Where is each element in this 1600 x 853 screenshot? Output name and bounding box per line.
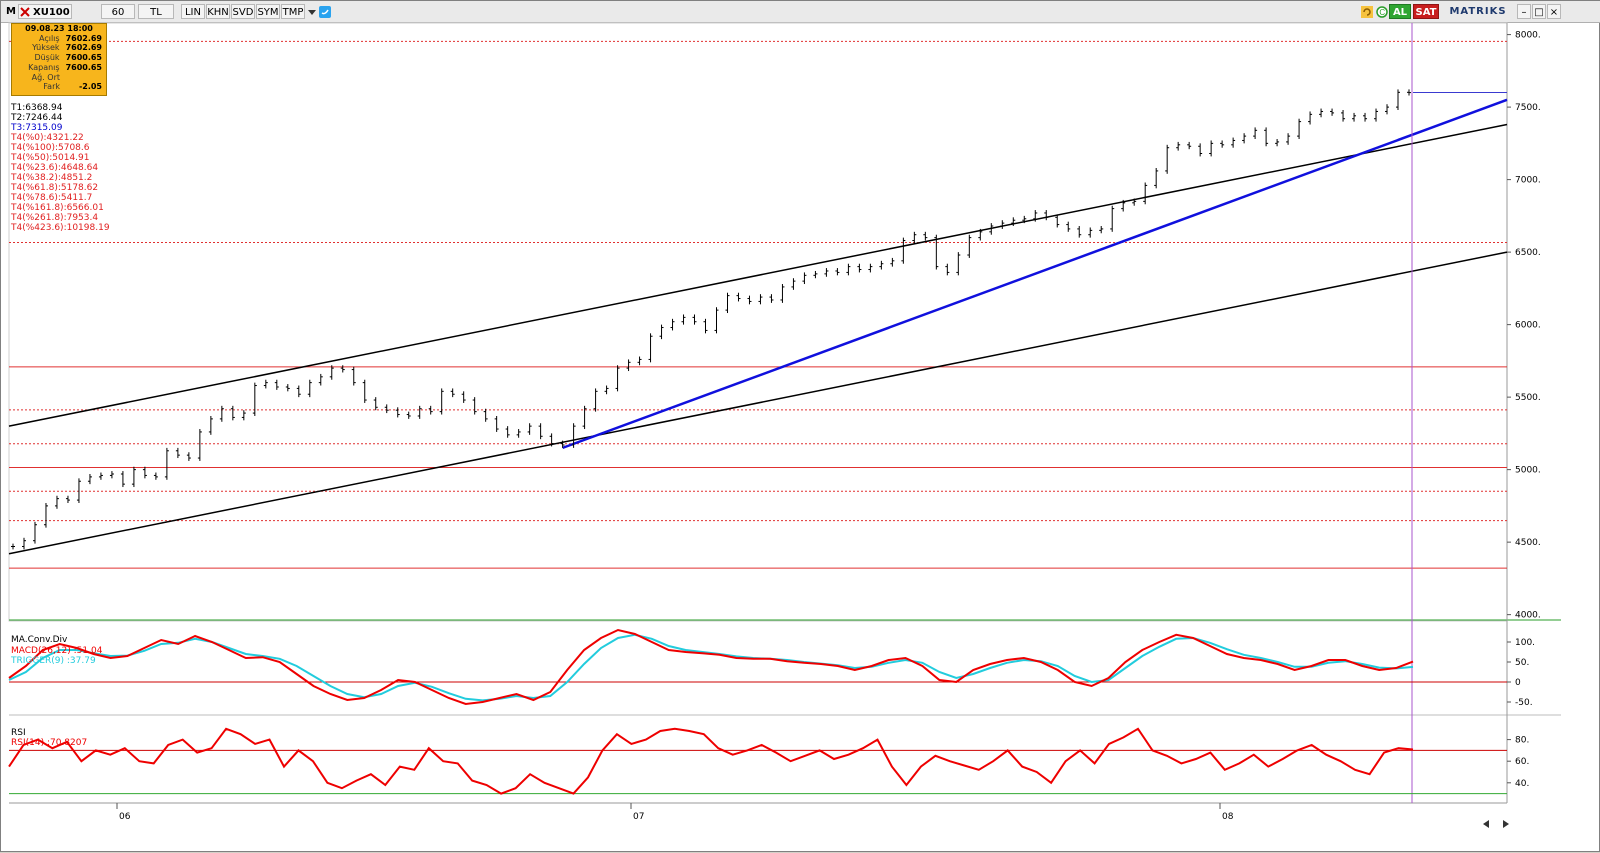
info-row-open: Açılış 7602.69 bbox=[12, 34, 106, 44]
target-level-label: T4(%161.8):6566.01 bbox=[11, 203, 104, 213]
buy-button[interactable]: AL bbox=[1389, 4, 1411, 19]
info-row-diff: Fark -2.05 bbox=[12, 82, 106, 92]
tmp-button[interactable]: TMP bbox=[281, 4, 305, 19]
y-tick-label: 6000. bbox=[1515, 321, 1541, 331]
info-row-close: Kapanış 7600.65 bbox=[12, 63, 106, 73]
target-level-label: T4(%78.6):5411.7 bbox=[11, 193, 93, 203]
info-row-avg: Ağ. Ort bbox=[12, 73, 106, 83]
maximize-icon[interactable]: □ bbox=[1532, 4, 1546, 19]
info-value: 7602.69 bbox=[65, 33, 102, 43]
refresh-icon[interactable] bbox=[1361, 6, 1373, 18]
x-tick-label: 07 bbox=[633, 812, 644, 822]
twitter-icon[interactable] bbox=[319, 6, 331, 18]
dropdown-icon[interactable] bbox=[307, 7, 317, 17]
target-level-label: T4(%50):5014.91 bbox=[11, 153, 90, 163]
y-tick-label: 4000. bbox=[1515, 611, 1541, 621]
y-tick-label: 0 bbox=[1515, 678, 1521, 688]
y-tick-label: -50. bbox=[1515, 698, 1533, 708]
target-level-label: T4(%61.8):5178.62 bbox=[11, 183, 99, 193]
x-tick-label: 06 bbox=[119, 812, 131, 822]
macd-series-label: MACD(26,12) :51.04 bbox=[11, 646, 103, 656]
info-label: Açılış bbox=[38, 33, 60, 43]
toolbar: M XU100 60 TL LIN KHN SVD SYM TMP C AL S… bbox=[1, 1, 1600, 23]
sym-button[interactable]: SYM bbox=[256, 4, 280, 19]
lin-button[interactable]: LIN bbox=[181, 4, 205, 19]
info-label: Yüksek bbox=[32, 43, 60, 53]
target-level-label: T4(%0):4321.22 bbox=[11, 133, 84, 143]
target-level-label: T2:7246.44 bbox=[11, 113, 63, 123]
symbol-cross-icon bbox=[20, 7, 30, 17]
ohlc-info-box: 09.08.23 18:00 Açılış 7602.69 Yüksek 7602.… bbox=[11, 23, 107, 96]
y-tick-label: 8000. bbox=[1515, 31, 1541, 41]
brand-label: MATRIKS bbox=[1449, 6, 1507, 17]
macd-panel-title: MA.Conv.Div bbox=[11, 635, 68, 645]
target-level-label: T3:7315.09 bbox=[11, 123, 63, 133]
price-panel-frame bbox=[8, 22, 1508, 622]
info-value bbox=[66, 73, 102, 83]
y-tick-label: 7000. bbox=[1515, 176, 1541, 186]
symbol-icon-button[interactable]: M bbox=[6, 6, 16, 17]
y-tick-label: 40. bbox=[1515, 779, 1529, 789]
y-tick-label: 4500. bbox=[1515, 538, 1541, 548]
y-tick-label: 60. bbox=[1515, 757, 1529, 767]
target-level-label: T4(%38.2):4851.2 bbox=[11, 173, 93, 183]
target-level-label: T1:6368.94 bbox=[11, 103, 63, 113]
trend-line bbox=[562, 98, 1508, 450]
info-value: 7602.69 bbox=[65, 43, 102, 53]
info-value: 7600.65 bbox=[65, 62, 102, 72]
target-level-label: T4(%23.6):4648.64 bbox=[11, 163, 99, 173]
period-selector[interactable]: 60 bbox=[101, 4, 135, 19]
y-tick-label: 5000. bbox=[1515, 466, 1541, 476]
info-row-low: Düşük 7600.65 bbox=[12, 53, 106, 63]
scroll-arrows[interactable] bbox=[1481, 819, 1511, 829]
macd-line bbox=[8, 628, 1414, 706]
info-label: Ağ. Ort bbox=[31, 72, 60, 82]
info-value: 7600.65 bbox=[65, 53, 102, 63]
info-label: Kapanış bbox=[28, 62, 60, 72]
channel-lower-line bbox=[8, 251, 1508, 555]
y-tick-label: 80. bbox=[1515, 736, 1529, 746]
info-label: Fark bbox=[43, 82, 60, 92]
y-tick-label: 5500. bbox=[1515, 393, 1541, 403]
x-tick-label: 08 bbox=[1222, 812, 1234, 822]
target-levels-list: T1:6368.94 T2:7246.44 T3:7315.09 T4(%0):432… bbox=[11, 103, 110, 233]
y-tick-label: 6500. bbox=[1515, 248, 1541, 258]
close-icon[interactable]: × bbox=[1547, 4, 1561, 19]
rsi-line bbox=[8, 727, 1414, 795]
info-row-high: Yüksek 7602.69 bbox=[12, 43, 106, 53]
y-tick-label: 7500. bbox=[1515, 103, 1541, 113]
symbol-label: XU100 bbox=[33, 7, 70, 18]
circle-c-icon[interactable]: C bbox=[1376, 6, 1388, 18]
info-date: 09.08.23 18:00 bbox=[25, 24, 93, 33]
rsi-series-label: RSI(14) :70.8207 bbox=[11, 738, 88, 748]
sell-button[interactable]: SAT bbox=[1413, 4, 1439, 19]
y-tick-label: 50. bbox=[1515, 658, 1529, 668]
target-level-label: T4(%423.6):10198.19 bbox=[11, 223, 110, 233]
info-value: -2.05 bbox=[78, 82, 102, 92]
info-label: Düşük bbox=[34, 53, 60, 63]
trigger-series-label: TRIGGER(9) :37.79 bbox=[11, 656, 96, 666]
channel-upper-line bbox=[8, 123, 1508, 427]
symbol-field[interactable]: XU100 bbox=[18, 4, 72, 19]
khn-button[interactable]: KHN bbox=[206, 4, 230, 19]
target-level-label: T4(%261.8):7953.4 bbox=[11, 213, 99, 223]
rsi-panel-title: RSI bbox=[11, 728, 26, 738]
target-level-label: T4(%100):5708.6 bbox=[11, 143, 90, 153]
minimize-icon[interactable]: – bbox=[1517, 4, 1531, 19]
svd-button[interactable]: SVD bbox=[231, 4, 255, 19]
currency-selector[interactable]: TL bbox=[138, 4, 174, 19]
y-tick-label: 100. bbox=[1515, 638, 1535, 648]
svg-text:C: C bbox=[1379, 8, 1385, 17]
